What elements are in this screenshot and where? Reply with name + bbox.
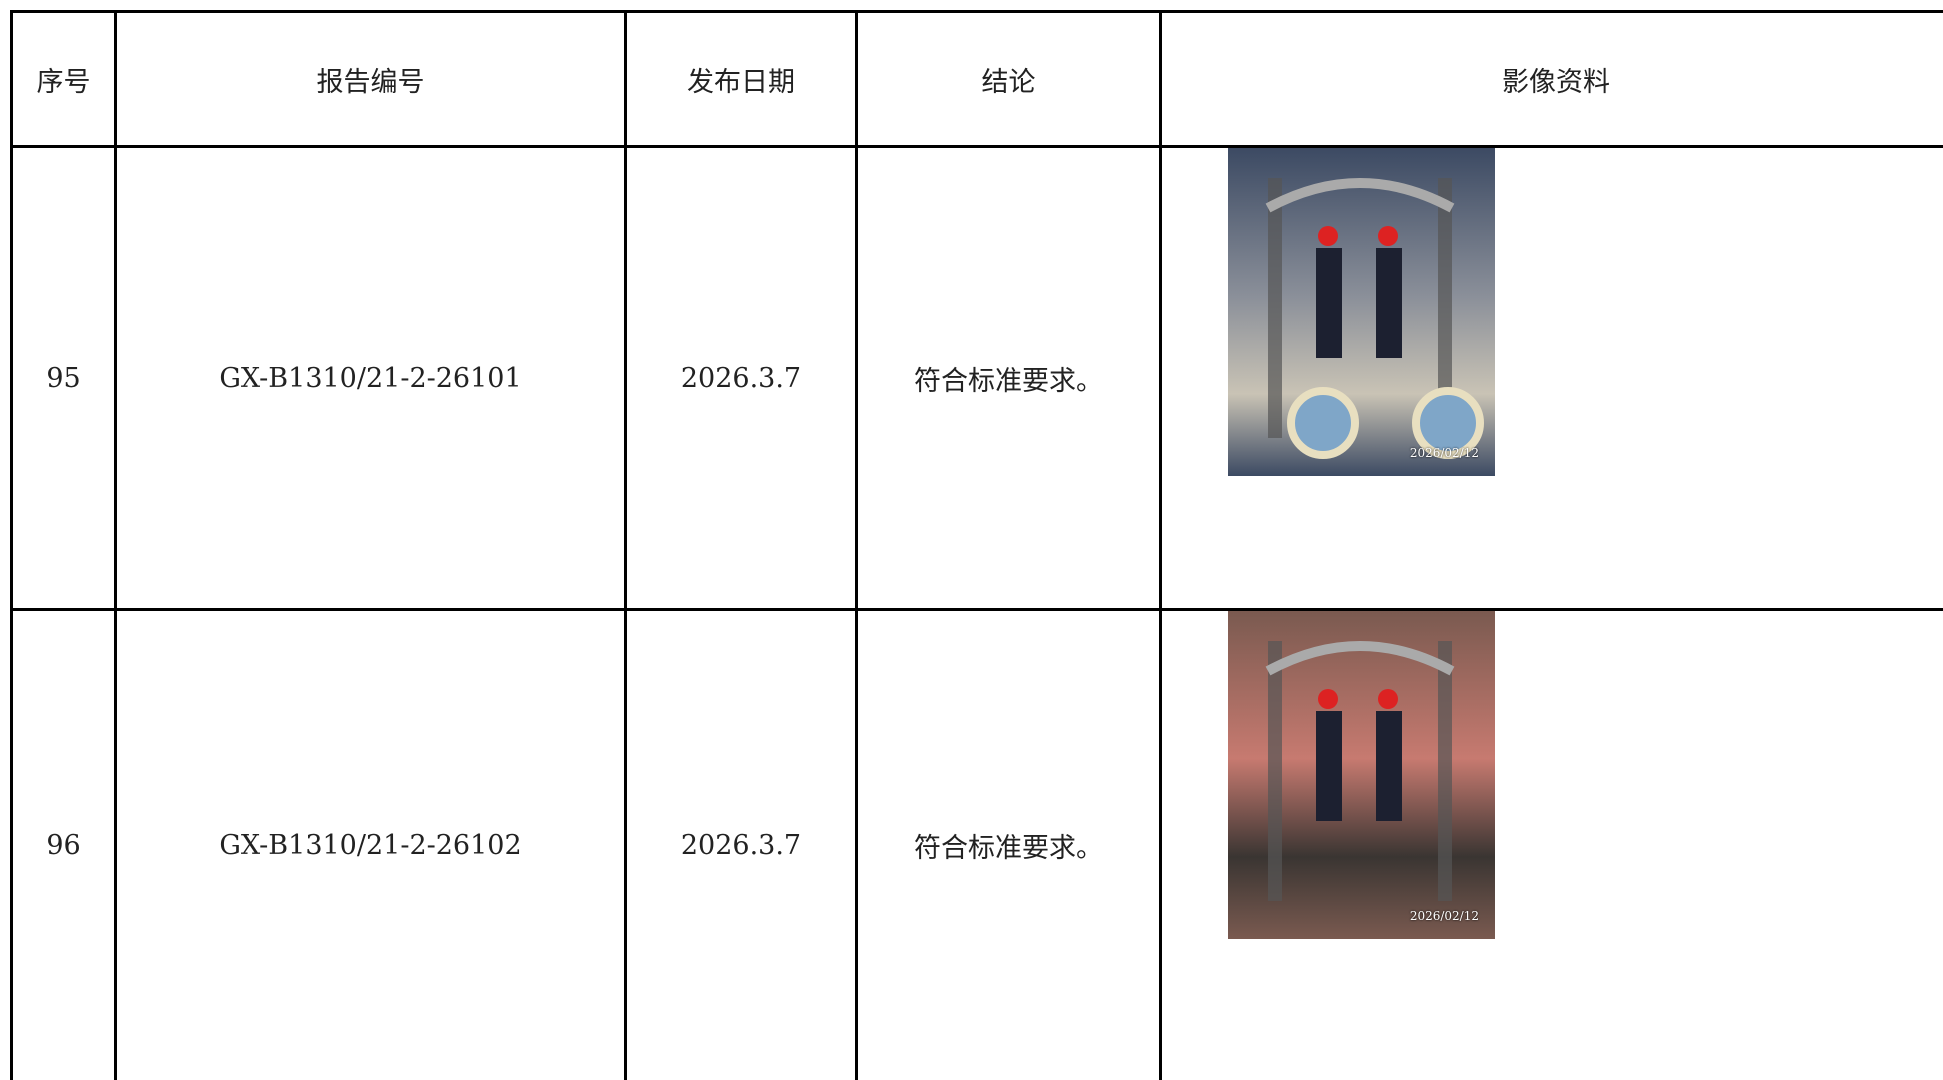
inspection-photo: 2026/02/12	[1228, 611, 1495, 939]
photo-figure	[1265, 178, 1484, 459]
photo-figure	[1265, 641, 1455, 901]
photo-cell: 2026/02/12	[1159, 145, 1943, 608]
column-header: 发布日期	[624, 10, 855, 145]
table-cell: 2026.3.7	[624, 608, 855, 1080]
table-cell: GX-B1310/21-2-26102	[114, 608, 624, 1080]
column-header: 影像资料	[1159, 10, 1943, 145]
table-cell: 2026.3.7	[624, 145, 855, 608]
table-cell: 95	[10, 145, 114, 608]
column-header: 序号	[10, 10, 114, 145]
photo-date-stamp: 2026/02/12	[1409, 909, 1479, 923]
table-cell: GX-B1310/21-2-26101	[114, 145, 624, 608]
photo-cell: 2026/02/12	[1159, 608, 1943, 1080]
photo-date-stamp: 2026/02/12	[1409, 446, 1479, 460]
table-cell: 符合标准要求。	[855, 145, 1159, 608]
table-cell: 符合标准要求。	[855, 608, 1159, 1080]
column-header: 结论	[855, 10, 1159, 145]
column-header: 报告编号	[114, 10, 624, 145]
inspection-photo: 2026/02/12	[1228, 148, 1495, 476]
table-cell: 96	[10, 608, 114, 1080]
